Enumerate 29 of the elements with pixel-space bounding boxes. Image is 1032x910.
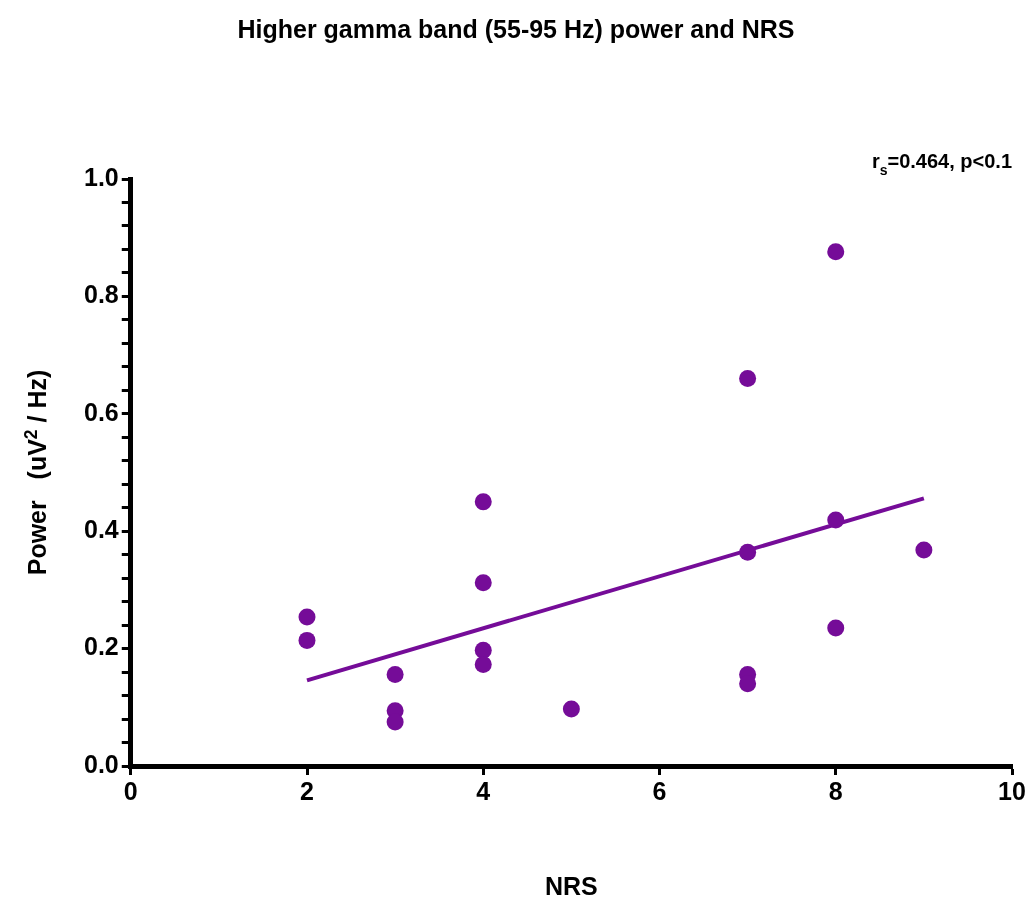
point	[915, 541, 933, 559]
y-tick-label: 0.6	[83, 397, 119, 426]
x-tick-label: 8	[828, 776, 843, 805]
x-tick-label: 6	[652, 776, 667, 805]
point	[386, 665, 404, 683]
point	[739, 543, 757, 561]
x-axis-title: NRS	[544, 872, 598, 900]
y-tick-label: 0.2	[83, 632, 119, 661]
y-tick-label: 0.8	[83, 280, 119, 309]
point	[739, 370, 757, 388]
x-tick-label: 2	[300, 776, 314, 805]
point	[827, 619, 845, 637]
point	[474, 655, 492, 673]
point	[298, 631, 316, 649]
chart-title: Higher gamma band (55-95 Hz) power and NRS	[237, 15, 795, 43]
y-axis-title: Power (uV2 / Hz)	[21, 369, 51, 576]
y-tick-label: 0.4	[83, 515, 119, 544]
point	[298, 608, 316, 626]
x-tick-label: 0	[123, 776, 138, 805]
x-tick-label: 10	[998, 776, 1026, 805]
point	[827, 243, 845, 261]
y-tick-label: 1.0	[83, 162, 119, 191]
point	[827, 511, 845, 529]
point	[474, 493, 492, 511]
y-tick-label: 0.0	[83, 749, 119, 778]
point	[562, 700, 580, 718]
x-tick-label: 4	[476, 776, 491, 805]
point	[474, 641, 492, 659]
point	[474, 574, 492, 592]
